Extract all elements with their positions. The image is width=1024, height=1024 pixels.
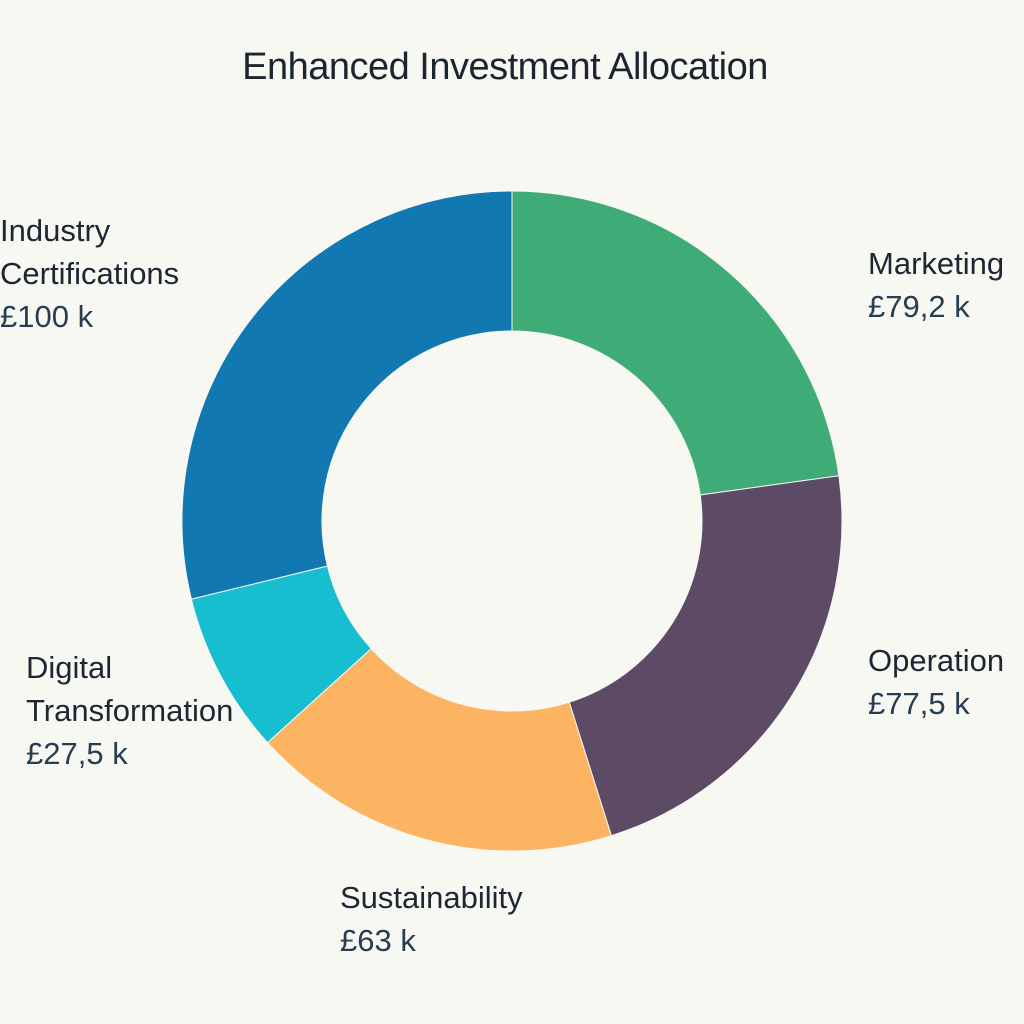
slice-name-marketing: Marketing	[868, 246, 1005, 281]
slice-label-sustainability: Sustainability £63 k	[340, 876, 523, 962]
slice-name-industry-certifications: Industry Certifications	[0, 213, 180, 291]
slice-value-operation: £77,5 k	[868, 686, 970, 721]
slice-value-marketing: £79,2 k	[868, 289, 970, 324]
slice-name-sustainability: Sustainability	[340, 880, 523, 915]
slice-label-industry-certifications: Industry Certifications £100 k	[0, 209, 215, 338]
slice-label-operation: Operation £77,5 k	[868, 639, 1004, 725]
donut-hole	[322, 331, 702, 711]
slice-name-digital-transformation: Digital Transformation	[26, 650, 234, 728]
slice-name-operation: Operation	[868, 643, 1005, 678]
slices-group	[181, 190, 843, 852]
slice-value-digital-transformation: £27,5 k	[26, 736, 128, 771]
slice-label-digital-transformation: Digital Transformation £27,5 k	[26, 646, 256, 775]
slice-value-industry-certifications: £100 k	[0, 299, 94, 334]
chart-title: Enhanced Investment Allocation	[242, 46, 768, 88]
slice-label-marketing: Marketing £79,2 k	[868, 242, 1004, 328]
slice-value-sustainability: £63 k	[340, 923, 416, 958]
